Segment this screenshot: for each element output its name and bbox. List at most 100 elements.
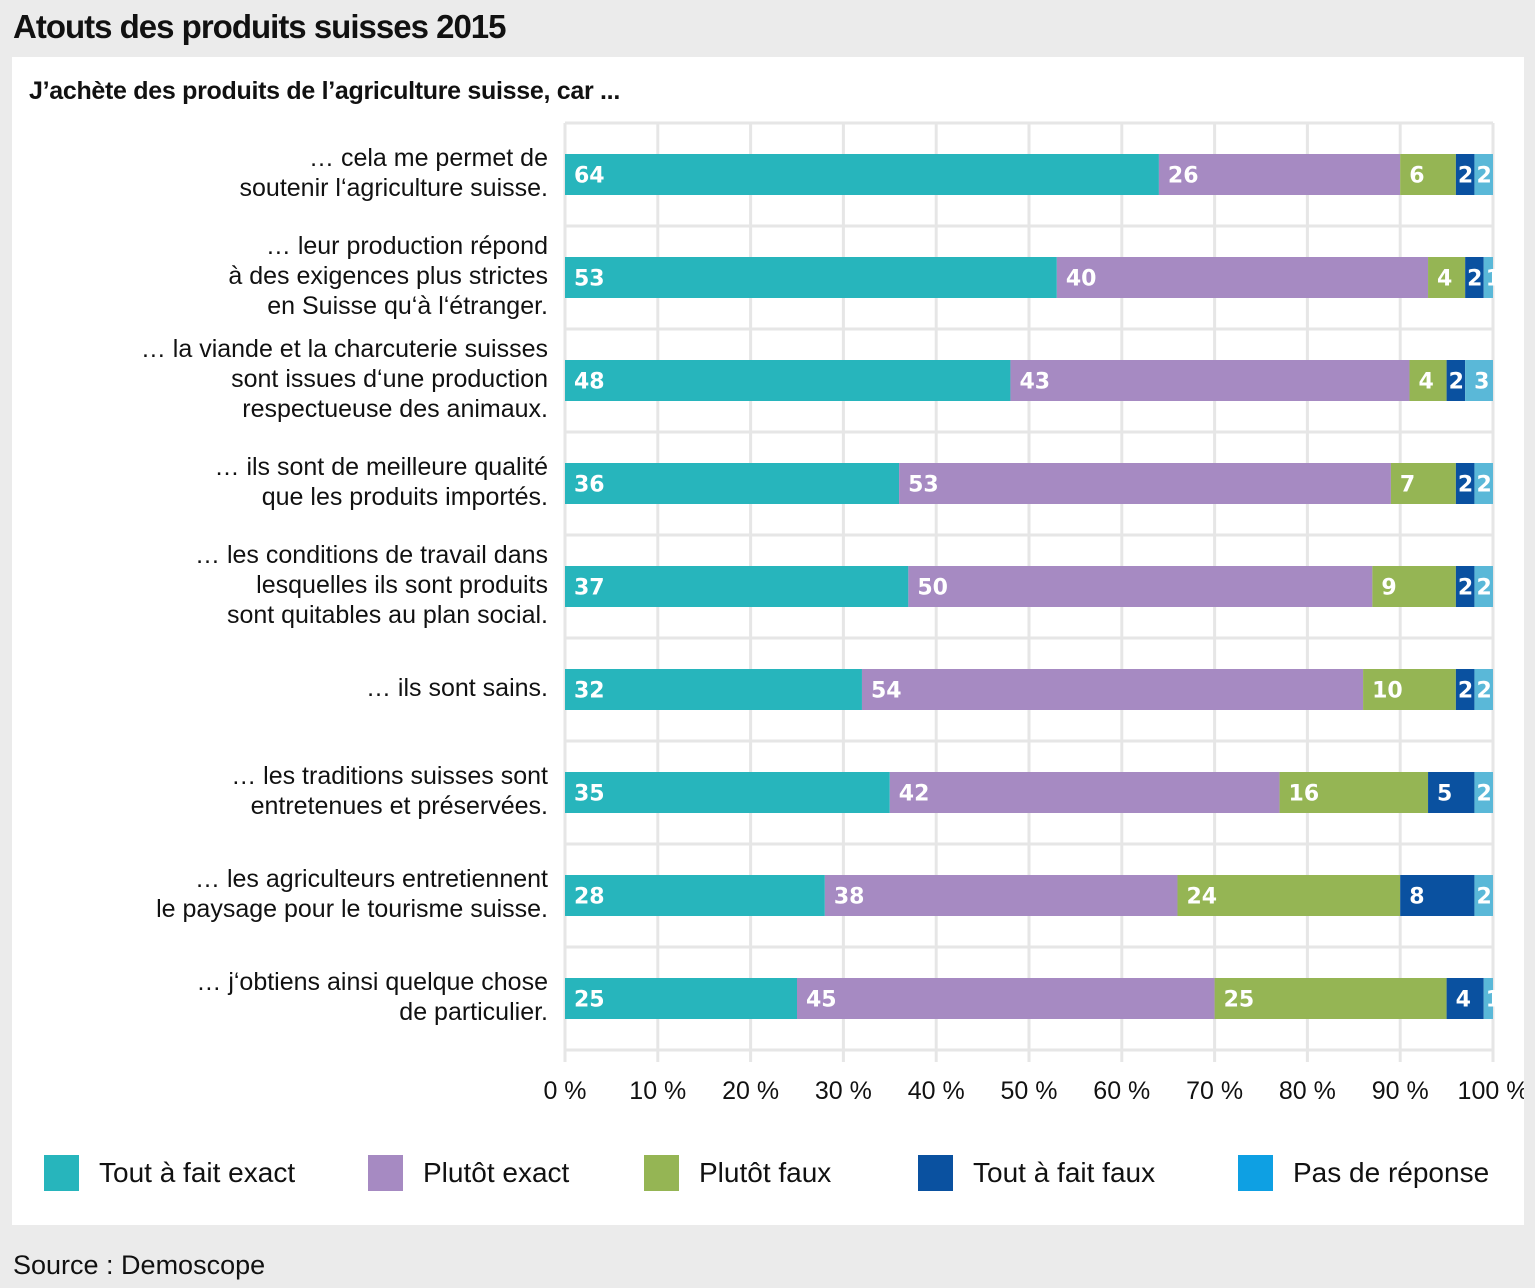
bar-value-label: 2 (1467, 267, 1482, 292)
bar-value-label: 28 (574, 885, 605, 910)
x-tick-label: 40 % (908, 1077, 965, 1105)
bar-segment (1010, 360, 1410, 401)
bar-segment (565, 875, 825, 916)
bar-value-label: 24 (1186, 885, 1217, 910)
category-label: … ils sont sains. (365, 673, 548, 702)
bar-segment (797, 978, 1215, 1019)
x-tick-label: 0 % (543, 1077, 586, 1105)
bar-value-label: 50 (917, 576, 948, 601)
bar-segment (824, 875, 1178, 916)
x-tick-label: 80 % (1279, 1077, 1336, 1105)
bar-value-label: 2 (1476, 679, 1491, 704)
chart-panel: J’achète des produits de l’agriculture s… (12, 57, 1524, 1225)
bar-segment (1474, 772, 1493, 813)
bar-segment (1372, 566, 1456, 607)
bar-segment (1483, 257, 1493, 298)
category-label: … cela me permet de soutenir l‘agricultu… (239, 143, 548, 202)
bar-segment (565, 154, 1159, 195)
x-tick-label: 20 % (722, 1077, 779, 1105)
bar-segment (908, 566, 1373, 607)
x-tick-label: 70 % (1186, 1077, 1243, 1105)
bar-segment (1400, 154, 1456, 195)
bar-segment (565, 566, 909, 607)
bar-segment (1056, 257, 1429, 298)
bar-value-label: 42 (899, 782, 930, 807)
bar-segment (1474, 875, 1493, 916)
category-label: … leur production répond à des exigences… (228, 231, 548, 320)
bar-value-label: 2 (1476, 473, 1491, 498)
legend-swatch (1238, 1155, 1273, 1191)
bar-value-label: 1 (1486, 988, 1501, 1013)
bar-segment (565, 360, 1011, 401)
bar-value-label: 38 (834, 885, 865, 910)
bar-value-label: 7 (1400, 473, 1415, 498)
bar-value-label: 2 (1476, 885, 1491, 910)
bar-segment (1428, 772, 1475, 813)
bar-segment (1474, 566, 1493, 607)
bar-value-label: 48 (574, 370, 605, 395)
legend-swatch (368, 1155, 403, 1191)
legend-item: Plutôt faux (644, 1155, 831, 1191)
legend-label: Plutôt exact (423, 1157, 570, 1188)
bar-value-label: 53 (574, 267, 605, 292)
bar-segment (1400, 875, 1475, 916)
bar-segment (1446, 360, 1466, 401)
bar-value-label: 26 (1168, 164, 1199, 189)
legend-item: Tout à fait faux (918, 1155, 1155, 1191)
bar-segment (1465, 257, 1484, 298)
bar-value-label: 43 (1019, 370, 1050, 395)
bar-value-label: 36 (574, 473, 605, 498)
legend-label: Pas de réponse (1293, 1157, 1490, 1188)
bar-segment (565, 978, 797, 1019)
bar-segment (1455, 463, 1475, 504)
bar-value-label: 2 (1458, 576, 1473, 601)
bar-segment (1409, 360, 1447, 401)
bar-value-label: 6 (1409, 164, 1424, 189)
bar-segment (1279, 772, 1429, 813)
bar-segment (1474, 463, 1493, 504)
bar-value-label: 8 (1409, 885, 1424, 910)
legend-label: Tout à fait faux (973, 1157, 1156, 1188)
bar-value-label: 16 (1289, 782, 1320, 807)
stacked-bar-chart: 0 % 10 % 20 % 30 % 40 % 50 % 60 % 70 % 80 % 90 % 1… (543, 121, 1524, 1105)
bar-segment (1446, 978, 1484, 1019)
bar-segment (1214, 978, 1447, 1019)
bar-segment (1465, 360, 1493, 401)
x-tick-label: 50 % (1001, 1077, 1058, 1105)
bar-value-label: 5 (1437, 782, 1452, 807)
bar-segment (1455, 566, 1475, 607)
legend-swatch (918, 1155, 953, 1191)
category-label: … ils sont de meilleure qualité que les … (214, 452, 549, 511)
legend-item: Tout à fait exact (44, 1155, 295, 1191)
bar-value-label: 2 (1449, 370, 1464, 395)
x-tick-label: 90 % (1372, 1077, 1429, 1105)
bar-value-label: 2 (1458, 679, 1473, 704)
bar-segment (1363, 669, 1456, 710)
x-tick-label: 30 % (815, 1077, 872, 1105)
bar-segment (1158, 154, 1401, 195)
bar-segment (1483, 978, 1493, 1019)
bar-value-label: 32 (574, 679, 605, 704)
bar-value-label: 2 (1458, 473, 1473, 498)
legend: Tout à fait exact Plutôt exact Plutôt faux… (12, 1155, 1524, 1195)
bar-segment (1455, 154, 1475, 195)
chart-subtitle: J’achète des produits de l’agriculture s… (29, 77, 620, 105)
bar-value-label: 1 (1486, 267, 1501, 292)
legend-swatch (44, 1155, 79, 1191)
legend-label: Plutôt faux (699, 1157, 832, 1188)
bar-value-label: 4 (1437, 267, 1452, 292)
source-note: Source : Demoscope (13, 1250, 266, 1280)
chart-title: Atouts des produits suisses 2015 (13, 8, 507, 45)
bar-value-label: 2 (1476, 164, 1491, 189)
bar-segment (899, 463, 1391, 504)
category-label: … les traditions suisses sont entretenue… (231, 761, 548, 820)
legend-label: Tout à fait exact (99, 1157, 296, 1188)
legend-swatch (644, 1155, 679, 1191)
x-tick-label: 60 % (1093, 1077, 1150, 1105)
bar-value-label: 35 (574, 782, 605, 807)
bar-segment (565, 772, 890, 813)
bar-value-label: 2 (1458, 164, 1473, 189)
bar-segment (1390, 463, 1456, 504)
bar-segment (565, 257, 1057, 298)
bar-value-label: 2 (1476, 576, 1491, 601)
